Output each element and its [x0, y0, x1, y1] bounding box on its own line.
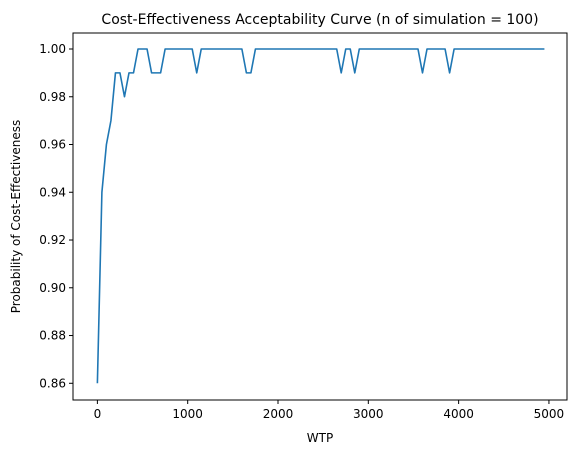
y-tick-label: 0.92	[39, 233, 66, 247]
plot-area-frame	[72, 32, 568, 401]
y-tick-label: 0.94	[39, 185, 66, 199]
y-tick-label: 1.00	[39, 42, 66, 56]
y-axis-ticks: 0.86 0.88 0.90 0.92 0.94 0.96 0.98 1.00	[39, 42, 73, 390]
chart-title: Cost-Effectiveness Acceptability Curve (…	[101, 12, 538, 28]
x-tick-label: 3000	[353, 407, 384, 421]
y-tick-label: 0.86	[39, 376, 66, 390]
y-tick-label: 0.90	[39, 281, 66, 295]
x-axis-label: WTP	[307, 431, 333, 445]
x-axis-ticks: 0 1000 2000 3000 4000 5000	[94, 400, 565, 421]
series-line	[96, 48, 545, 384]
x-tick-label: 0	[94, 407, 102, 421]
x-tick-label: 1000	[172, 407, 203, 421]
x-tick-label: 5000	[534, 407, 565, 421]
x-tick-label: 4000	[443, 407, 474, 421]
x-tick-label: 2000	[263, 407, 294, 421]
y-axis-label: Probability of Cost-Effectiveness	[9, 120, 23, 313]
y-tick-label: 0.88	[39, 329, 66, 343]
series-layer	[96, 48, 545, 384]
y-tick-label: 0.98	[39, 90, 66, 104]
y-tick-label: 0.96	[39, 138, 66, 152]
